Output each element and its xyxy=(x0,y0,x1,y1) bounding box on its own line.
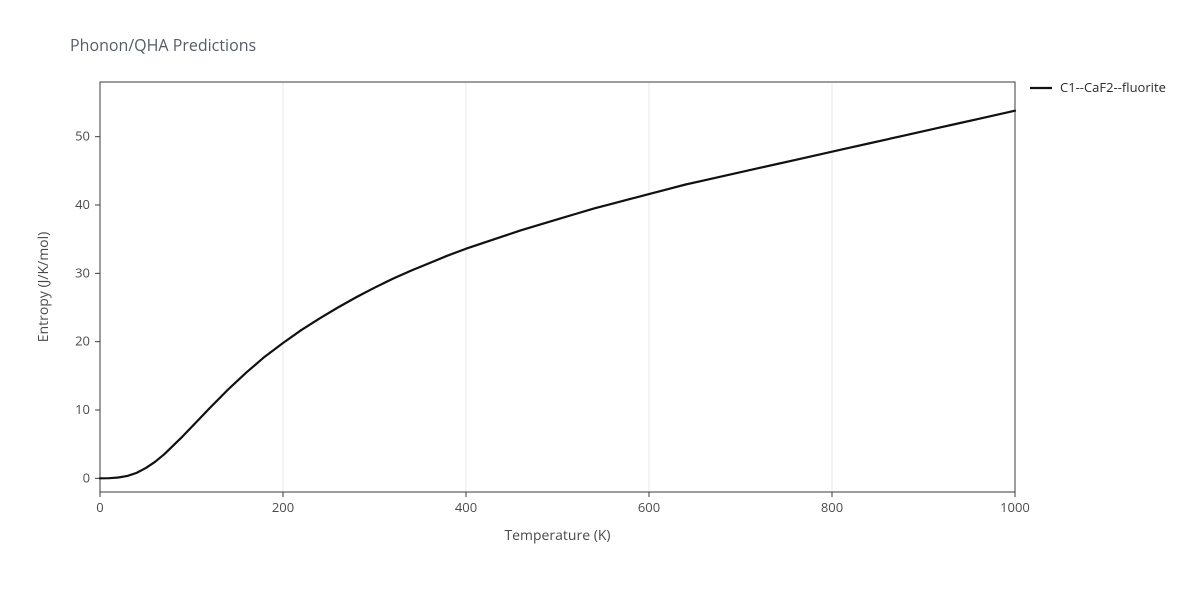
x-tick-label: 400 xyxy=(455,498,477,516)
x-tick-label: 800 xyxy=(821,498,843,516)
legend-label: C1--CaF2--fluorite xyxy=(1060,78,1166,96)
y-axis-label: Entropy (J/K/mol) xyxy=(34,232,53,343)
y-tick-label: 10 xyxy=(75,400,90,418)
y-tick-label: 30 xyxy=(75,263,90,281)
x-tick-label: 600 xyxy=(638,498,660,516)
y-tick-label: 0 xyxy=(83,468,90,486)
plot-border xyxy=(100,82,1015,492)
entropy-temperature-chart: 0 200 400 600 800 1000 0 10 20 30 40 50 Temperature … xyxy=(0,0,1200,600)
x-tick-label: 200 xyxy=(272,498,294,516)
x-tick-label: 1000 xyxy=(1000,498,1030,516)
x-axis-label: Temperature (K) xyxy=(504,526,610,545)
x-tick-label: 0 xyxy=(96,498,103,516)
series-line xyxy=(100,111,1015,479)
y-tick-label: 50 xyxy=(75,127,90,145)
y-tick-label: 20 xyxy=(75,332,90,350)
y-tick-label: 40 xyxy=(75,195,90,213)
